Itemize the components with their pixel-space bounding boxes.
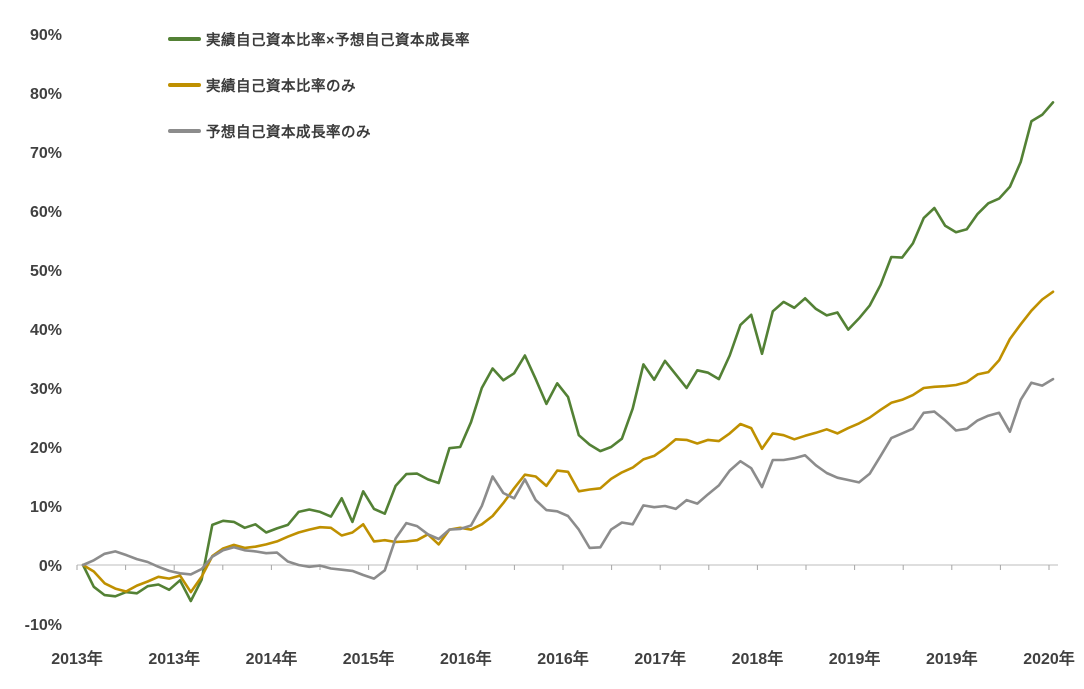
y-axis-label: 30% [30,381,62,398]
y-axis-label: 90% [30,27,62,44]
y-axis-label: 20% [30,440,62,457]
series-line-2 [81,290,1055,594]
x-axis-label: 2013年 [148,649,200,668]
y-axis-label: -10% [25,617,62,634]
x-axis-label: 2019年 [926,649,978,668]
legend-item-2: 実績自己資本比率のみ [168,74,470,96]
y-axis-label: 40% [30,322,62,339]
x-axis-label: 2017年 [634,649,686,668]
y-axis-label: 0% [39,558,62,575]
series-line-3 [81,377,1055,580]
x-axis-label: 2015年 [343,649,395,668]
legend-line-swatch-gold [168,83,201,87]
x-axis-label: 2018年 [732,649,784,668]
y-axis-label: 10% [30,499,62,516]
y-axis-label: 50% [30,263,62,280]
chart-legend: 実績自己資本比率×予想自己資本成長率 実績自己資本比率のみ 予想自己資本成長率の… [168,28,470,142]
x-axis-label: 2016年 [537,649,589,668]
y-axis-label: 70% [30,145,62,162]
legend-line-swatch-gray [168,129,201,133]
x-axis-label: 2016年 [440,649,492,668]
series-line-1 [81,101,1055,603]
x-axis-label: 2019年 [829,649,881,668]
y-axis-label: 60% [30,204,62,221]
legend-item-1: 実績自己資本比率×予想自己資本成長率 [168,28,470,50]
legend-item-3: 予想自己資本成長率のみ [168,120,470,142]
x-axis-label: 2013年 [51,649,103,668]
x-axis-label: 2020年 [1023,649,1075,668]
legend-line-swatch-green [168,37,201,41]
legend-label-2: 実績自己資本比率のみ [206,78,356,95]
x-axis-label: 2014年 [246,649,298,668]
legend-label-3: 予想自己資本成長率のみ [206,124,371,141]
legend-label-1: 実績自己資本比率×予想自己資本成長率 [206,32,470,49]
y-axis-label: 80% [30,86,62,103]
